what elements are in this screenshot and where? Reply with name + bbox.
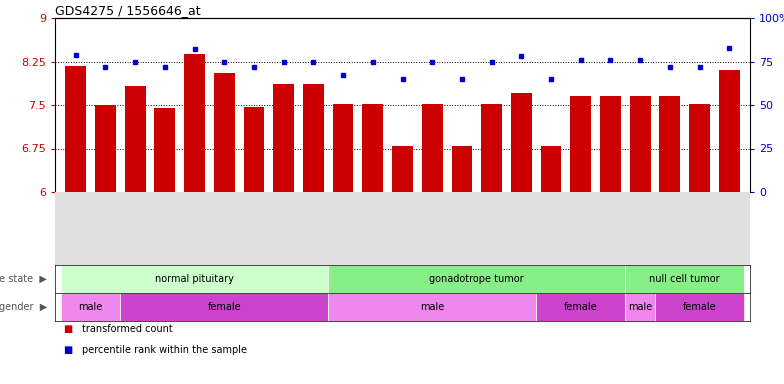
Bar [422, 104, 443, 192]
Bar [328, 293, 536, 321]
Bar [332, 104, 354, 192]
Text: female: female [683, 302, 717, 312]
Text: ■: ■ [63, 345, 72, 355]
Text: GDS4275 / 1556646_at: GDS4275 / 1556646_at [55, 4, 201, 17]
Bar [95, 105, 116, 192]
Text: normal pituitary: normal pituitary [155, 274, 234, 284]
Bar [244, 107, 264, 192]
Text: male: male [420, 302, 445, 312]
Bar [274, 84, 294, 192]
Bar [511, 93, 532, 192]
Bar [536, 293, 626, 321]
Bar [655, 293, 744, 321]
Bar [61, 293, 120, 321]
Text: null cell tumor: null cell tumor [649, 274, 720, 284]
Bar [303, 84, 324, 192]
Bar [120, 293, 328, 321]
Bar [214, 73, 234, 192]
Bar [541, 146, 561, 192]
Bar [659, 96, 681, 192]
Bar [392, 146, 413, 192]
Text: gonadotrope tumor: gonadotrope tumor [430, 274, 524, 284]
Text: female: female [564, 302, 597, 312]
Text: male: male [78, 302, 103, 312]
Bar [65, 66, 86, 192]
Text: disease state  ▶: disease state ▶ [0, 274, 47, 284]
Text: gender  ▶: gender ▶ [0, 302, 47, 312]
Bar [570, 96, 591, 192]
Bar [481, 104, 502, 192]
Bar [154, 108, 176, 192]
Bar [626, 293, 655, 321]
Bar [689, 104, 710, 192]
Bar [719, 70, 739, 192]
Text: ■: ■ [63, 324, 72, 334]
Bar [328, 265, 626, 293]
Bar [362, 104, 383, 192]
Bar [184, 54, 205, 192]
Text: percentile rank within the sample: percentile rank within the sample [82, 345, 248, 355]
Bar [626, 265, 744, 293]
Bar [61, 265, 328, 293]
Text: transformed count: transformed count [82, 324, 173, 334]
Text: male: male [628, 302, 652, 312]
Bar [630, 96, 651, 192]
Bar [452, 146, 472, 192]
Bar [600, 96, 621, 192]
Text: female: female [208, 302, 241, 312]
Bar [125, 86, 146, 192]
